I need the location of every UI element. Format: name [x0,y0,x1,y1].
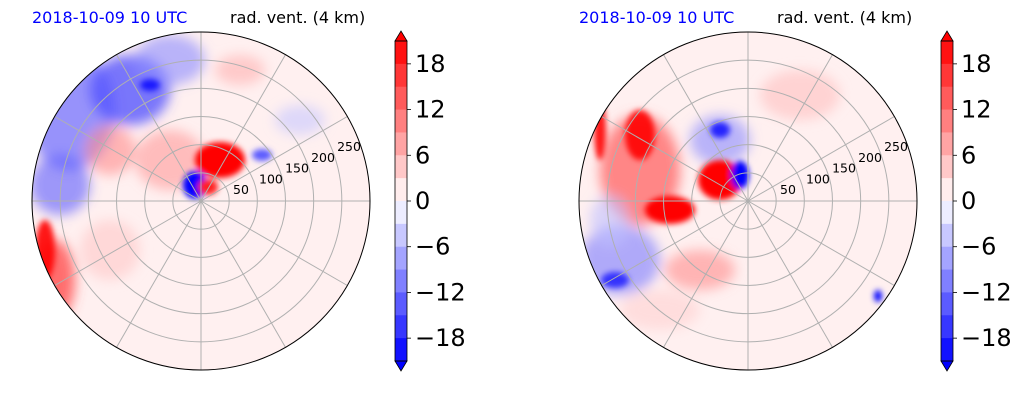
colorbar-level [941,155,953,179]
radial-tick-label: 150 [832,161,856,176]
colorbar-level [395,155,407,179]
angular-gridline [663,200,749,348]
radial-tick-label: 100 [806,171,830,186]
angular-gridline [747,200,895,286]
angular-gridline [747,54,833,202]
colorbar-tick-label: 12 [961,96,992,124]
angular-gridline [663,54,749,202]
colorbar-tick-label: −18 [961,324,1012,352]
colorbar-level [941,223,953,248]
radial-tick-label: 200 [311,150,335,165]
title-date: 2018-10-09 10 UTC [32,8,187,27]
colorbar-level [941,201,953,225]
colorbar-level [395,132,407,156]
colorbar-level [941,109,953,133]
colorbar-level [941,132,953,156]
polar-grid [32,32,370,370]
colorbar-level [395,223,407,248]
angular-gridline [54,200,202,286]
polar-panel-right: 2018-10-09 10 UTC rad. vent. (4 km) [578,8,1012,372]
radial-tick-label: 50 [233,182,249,197]
angular-gridline [601,116,749,202]
colorbar-level [395,269,407,293]
colorbar-tick-label: 6 [415,141,430,169]
radial-tick-label: 250 [337,139,361,154]
colorbar-level [395,86,407,111]
colorbar-extend-min [940,360,954,372]
colorbar-tick-label: 18 [961,50,992,78]
angular-gridline [116,200,202,348]
colorbar-level [395,178,407,202]
colorbar-left: 18 12 6 0 −6 −12 −18 [394,30,466,372]
colorbar-tick-label: −12 [415,278,466,306]
polar-frame [578,31,918,371]
colorbar-level [941,269,953,293]
colorbar-level [395,41,407,65]
colorbar-level [395,338,407,362]
radial-tick-label: 50 [780,182,796,197]
colorbar-right: 18 12 6 0 −6 −12 −18 [940,30,1012,372]
colorbar-level [941,63,953,88]
colorbar-tick-label: 0 [415,187,430,215]
colorbar-level [941,86,953,111]
angular-gridline [200,116,348,202]
colorbar-level [395,246,407,271]
angular-gridline [200,54,286,202]
radial-tick-label: 200 [858,150,882,165]
radial-tick-label: 250 [884,139,908,154]
angular-gridline [116,54,202,202]
colorbar-level [941,41,953,65]
colorbar-extend-max [394,30,408,42]
colorbar-tick-label: 0 [961,187,976,215]
colorbar-level [395,292,407,316]
angular-gridline [200,200,348,286]
colorbar-level [395,63,407,88]
angular-gridline [747,200,833,348]
polar-panel-left: 2018-10-09 10 UTC rad. vent. (4 km) [31,8,466,372]
colorbar-tick-label: 12 [415,96,446,124]
colorbar-tick-label: −12 [961,278,1012,306]
colorbar-extend-min [394,360,408,372]
colorbar-level [941,315,953,339]
colorbar-level [395,201,407,225]
title-variable: rad. vent. (4 km) [777,8,912,27]
angular-gridline [747,116,895,202]
colorbar-tick-label: 18 [415,50,446,78]
angular-gridline [200,200,286,348]
radial-tick-label: 150 [285,161,309,176]
colorbar-level [941,178,953,202]
radial-tick-label: 100 [259,171,283,186]
colorbar-level [941,338,953,362]
colorbar-tick-label: 6 [961,141,976,169]
colorbar-level [941,246,953,271]
colorbar-tick-label: −6 [961,233,996,261]
angular-gridline [601,200,749,286]
colorbar-extend-max [940,30,954,42]
angular-gridline [54,116,202,202]
colorbar-tick-label: −6 [415,233,450,261]
colorbar-tick-label: −18 [415,324,466,352]
polar-frame [31,31,371,371]
title-variable: rad. vent. (4 km) [230,8,365,27]
colorbar-level [395,315,407,339]
polar-grid [579,32,917,370]
colorbar-level [395,109,407,133]
title-date: 2018-10-09 10 UTC [579,8,734,27]
colorbar-level [941,292,953,316]
